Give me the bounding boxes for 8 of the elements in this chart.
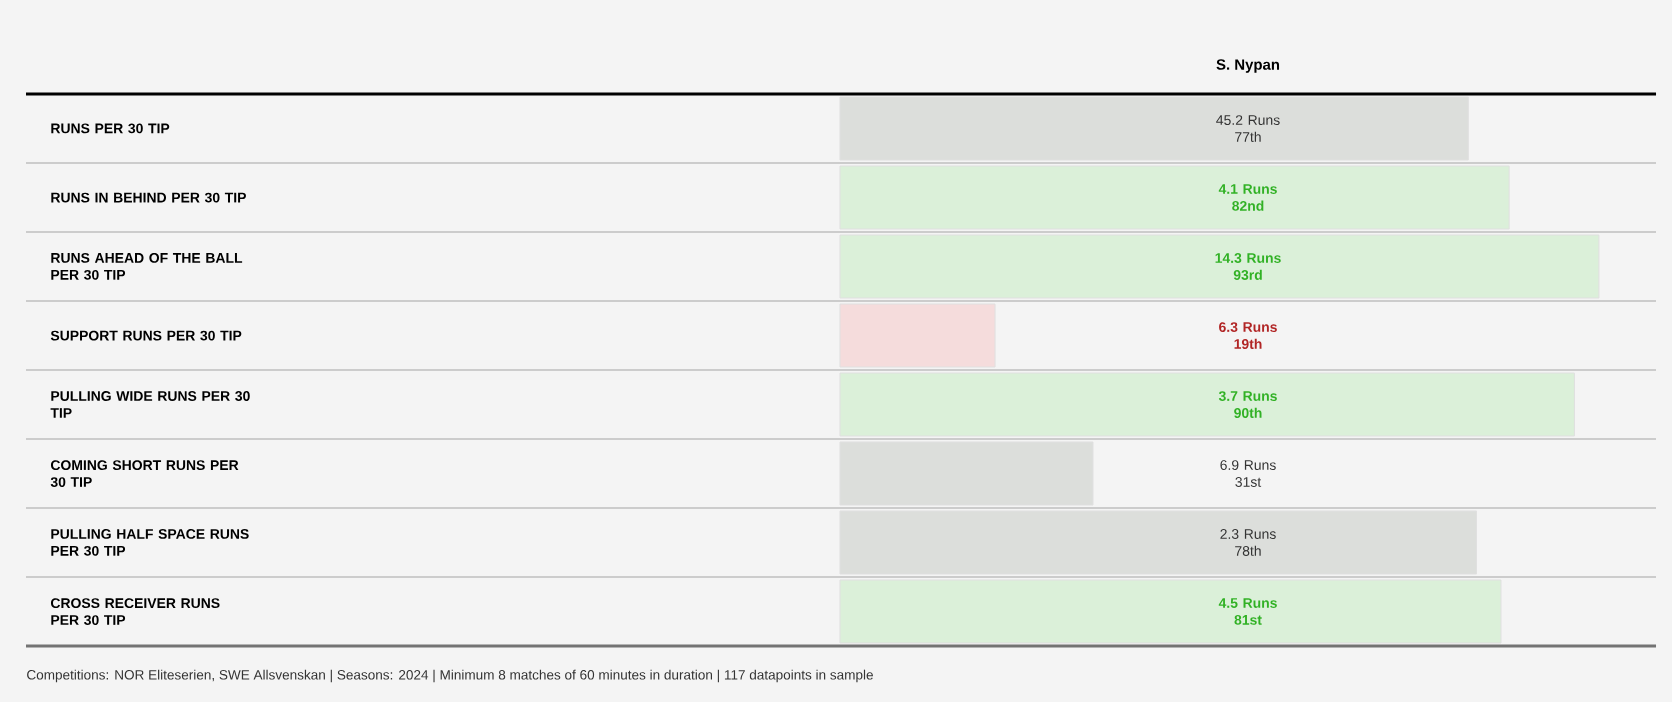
bar: [839, 165, 1510, 230]
bar: [839, 579, 1502, 644]
bar: [839, 234, 1600, 299]
bar: [839, 372, 1575, 437]
bar: [839, 441, 1094, 506]
bar: [839, 303, 996, 368]
bar: [839, 510, 1477, 575]
bar: [839, 96, 1469, 161]
